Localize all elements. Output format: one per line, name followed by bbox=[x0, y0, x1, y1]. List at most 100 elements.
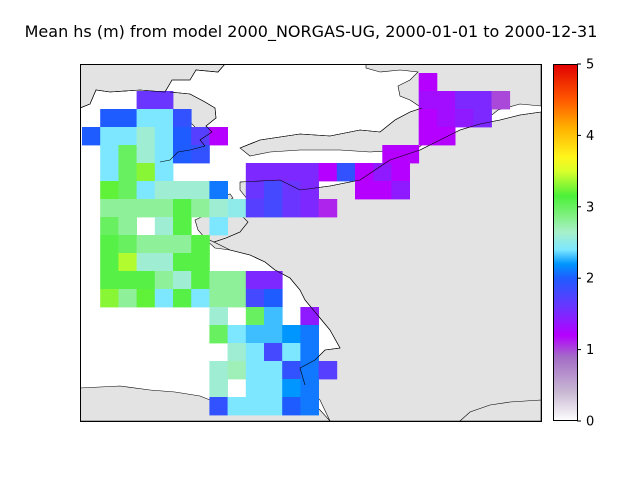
heatmap-cell bbox=[154, 199, 174, 218]
heatmap-cell bbox=[154, 181, 174, 200]
heatmap-cells bbox=[82, 73, 511, 416]
heatmap-cell bbox=[191, 289, 210, 308]
heatmap-cell bbox=[136, 145, 156, 164]
heatmap-cell bbox=[173, 181, 192, 200]
heatmap-cell bbox=[100, 217, 119, 236]
heatmap-cell bbox=[418, 109, 438, 128]
heatmap-cell bbox=[282, 361, 301, 380]
map-area bbox=[80, 64, 541, 421]
heatmap-cell bbox=[318, 361, 338, 380]
heatmap-cell bbox=[100, 145, 119, 164]
heatmap-cell bbox=[227, 289, 247, 308]
heatmap-cell bbox=[373, 181, 392, 200]
heatmap-cell bbox=[154, 109, 174, 128]
heatmap-cell bbox=[418, 73, 438, 92]
colorbar-ticks: 0 1 2 3 4 5 bbox=[577, 58, 594, 430]
heatmap-cell bbox=[100, 253, 119, 272]
heatmap-cell bbox=[245, 163, 265, 182]
heatmap-cell bbox=[245, 397, 265, 416]
heatmap-cell bbox=[209, 307, 228, 326]
heatmap-cell bbox=[173, 271, 192, 290]
heatmap-cell bbox=[436, 127, 456, 146]
heatmap-cell bbox=[245, 379, 265, 398]
heatmap-cell bbox=[136, 163, 156, 182]
heatmap-cell bbox=[136, 271, 156, 290]
heatmap-cell bbox=[100, 235, 119, 254]
coastline-france bbox=[239, 111, 541, 191]
heatmap-cell bbox=[264, 307, 283, 326]
heatmap-cell bbox=[245, 343, 265, 362]
heatmap-cell bbox=[227, 199, 247, 218]
heatmap-cell bbox=[300, 343, 319, 362]
coastline-great-britain bbox=[80, 64, 226, 109]
heatmap-cell bbox=[245, 361, 265, 380]
heatmap-cell bbox=[118, 145, 137, 164]
heatmap-cell bbox=[154, 91, 174, 110]
heatmap-cell bbox=[355, 181, 374, 200]
heatmap-cell bbox=[227, 397, 247, 416]
heatmap-cell bbox=[391, 181, 410, 200]
heatmap-cell bbox=[473, 91, 492, 110]
heatmap-cell bbox=[136, 181, 156, 200]
heatmap-cell bbox=[209, 127, 228, 146]
heatmap-cell bbox=[382, 145, 401, 164]
heatmap-cell bbox=[209, 379, 228, 398]
heatmap-cell bbox=[209, 397, 228, 416]
heatmap-cell bbox=[282, 397, 301, 416]
heatmap-cell bbox=[118, 217, 137, 236]
heatmap-cell bbox=[391, 163, 410, 182]
heatmap-cell bbox=[282, 181, 301, 200]
heatmap-cell bbox=[264, 325, 283, 344]
heatmap-cell bbox=[318, 199, 338, 218]
heatmap-cell bbox=[118, 253, 137, 272]
heatmap-cell bbox=[209, 325, 228, 344]
coastline-biscay bbox=[213, 221, 341, 386]
heatmap-cell bbox=[209, 217, 228, 236]
heatmap-cell bbox=[282, 163, 301, 182]
heatmap-cell bbox=[245, 307, 265, 326]
heatmap-cell bbox=[300, 307, 319, 326]
heatmap-cell bbox=[154, 253, 174, 272]
heatmap-cell bbox=[100, 271, 119, 290]
heatmap-cell bbox=[209, 361, 228, 380]
heatmap-cell bbox=[436, 91, 456, 110]
heatmap-cell bbox=[491, 91, 511, 110]
heatmap-cell bbox=[300, 163, 319, 182]
heatmap-cell bbox=[173, 289, 192, 308]
heatmap-cell bbox=[300, 379, 319, 398]
heatmap-cell bbox=[373, 163, 392, 182]
colorbar-tick-label: 3 bbox=[586, 200, 594, 215]
heatmap-cell bbox=[418, 91, 438, 110]
land-mediterranean-coast bbox=[459, 399, 541, 421]
heatmap-cell bbox=[264, 271, 283, 290]
heatmap-cell bbox=[191, 199, 210, 218]
heatmap-cell bbox=[264, 289, 283, 308]
heatmap-cell bbox=[318, 163, 338, 182]
heatmap-cell bbox=[355, 163, 374, 182]
heatmap-cell bbox=[100, 181, 119, 200]
heatmap-cell bbox=[173, 199, 192, 218]
heatmap-cell bbox=[264, 361, 283, 380]
heatmap-cell bbox=[118, 127, 137, 146]
heatmap-cell bbox=[100, 289, 119, 308]
heatmap-cell bbox=[136, 199, 156, 218]
heatmap-cell bbox=[154, 289, 174, 308]
heatmap-cell bbox=[191, 271, 210, 290]
heatmap-cell bbox=[118, 109, 137, 128]
heatmap-cell bbox=[136, 91, 156, 110]
heatmap-cell bbox=[264, 199, 283, 218]
heatmap-cell bbox=[227, 343, 247, 362]
coastline-southern-england bbox=[239, 107, 423, 149]
colorbar-tick-label: 0 bbox=[586, 415, 594, 430]
heatmap-cell bbox=[136, 289, 156, 308]
heatmap-cell bbox=[191, 181, 210, 200]
coastline-overlay bbox=[80, 64, 541, 386]
heatmap-cell bbox=[455, 91, 474, 110]
heatmap-cell bbox=[227, 271, 247, 290]
heatmap-cell bbox=[118, 163, 137, 182]
heatmap-cell bbox=[100, 199, 119, 218]
heatmap-cell bbox=[154, 235, 174, 254]
heatmap-cell bbox=[300, 397, 319, 416]
heatmap-cell bbox=[136, 109, 156, 128]
colorbar-gradient bbox=[553, 64, 577, 421]
